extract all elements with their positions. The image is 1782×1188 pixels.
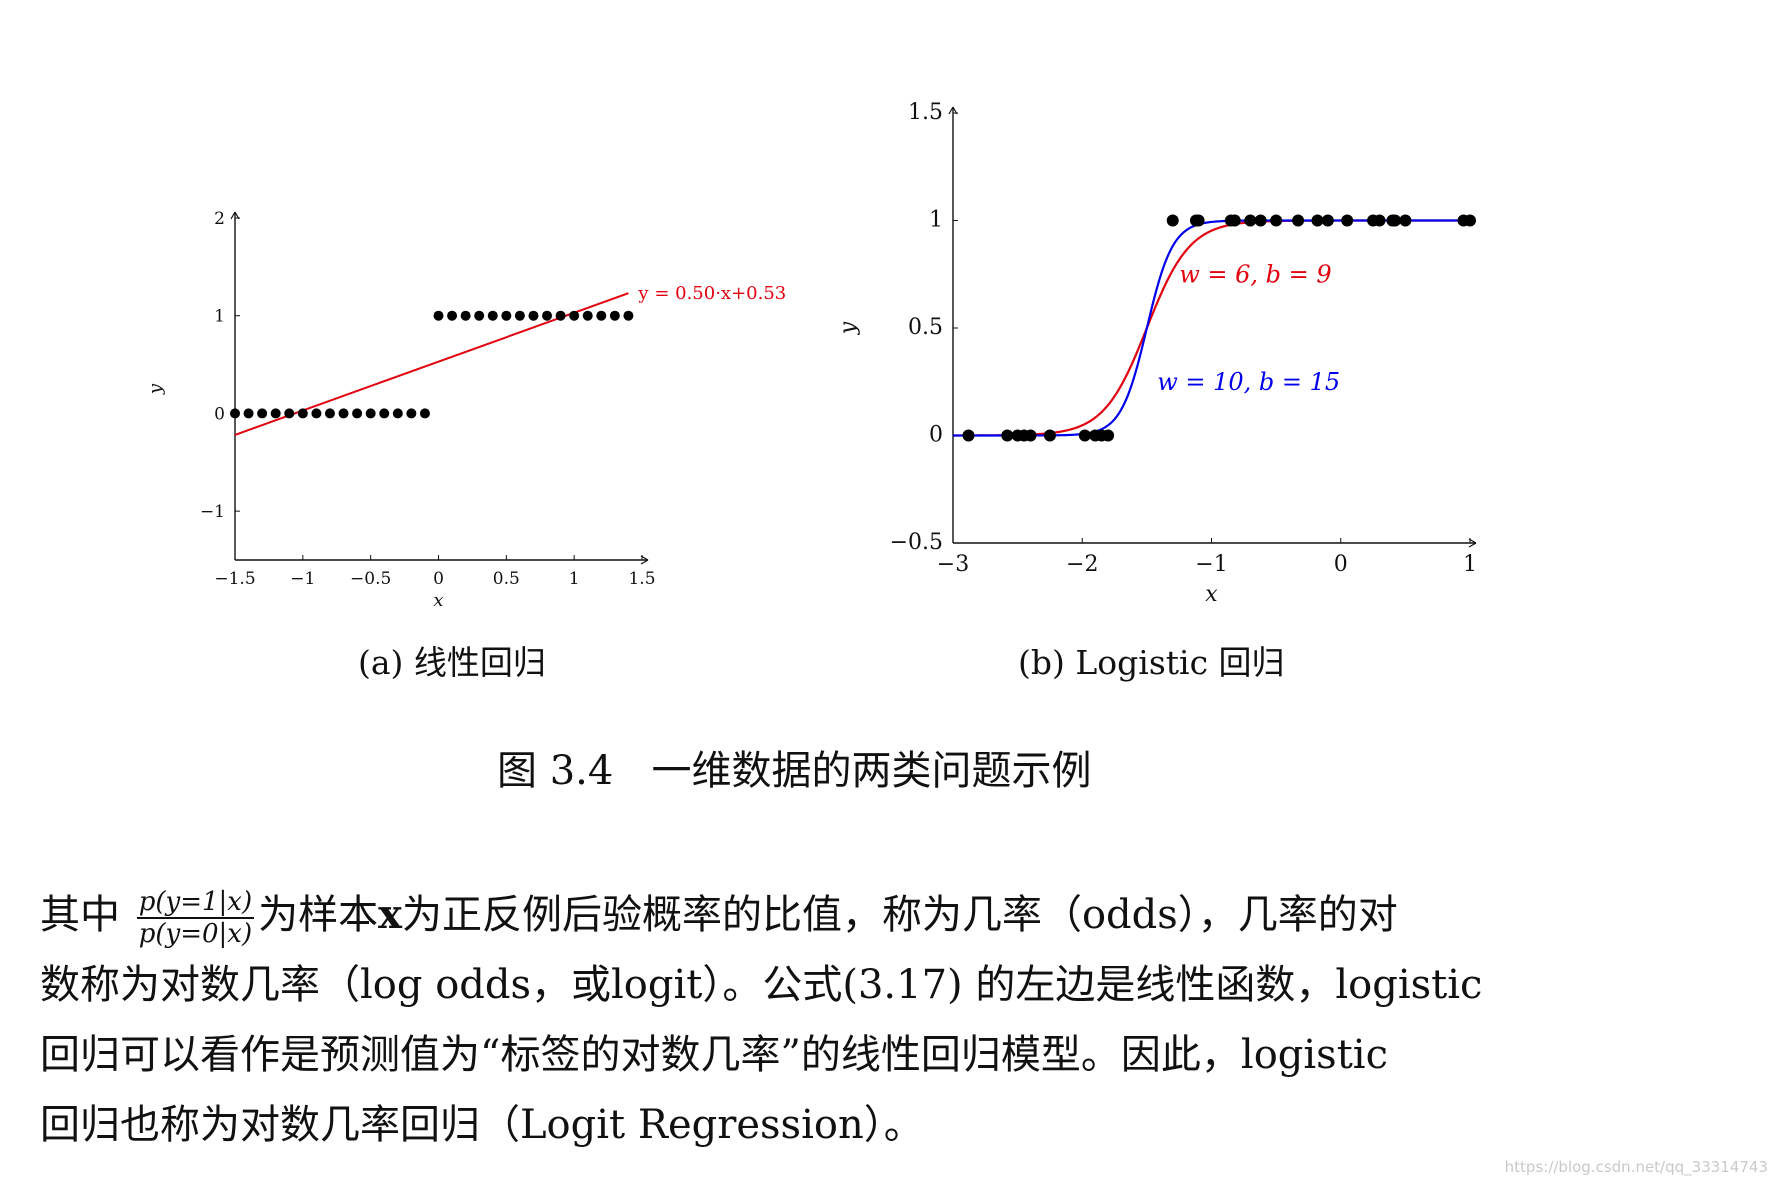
- data-point-class-1: [596, 310, 607, 321]
- fraction-denominator: p(y=0|x): [138, 919, 253, 949]
- data-point-class-1: [1341, 214, 1354, 227]
- data-point-class-0: [1102, 429, 1115, 442]
- data-point-class-0: [1024, 429, 1037, 442]
- paragraph-line-4: 回归也称为对数几率回归（Logit Regression）。: [40, 1102, 924, 1148]
- data-point-class-1: [1311, 214, 1324, 227]
- data-point-class-0: [270, 408, 281, 419]
- sigmoid-curve-label: w = 6, b = 9: [1179, 260, 1331, 288]
- data-point-class-1: [447, 310, 458, 321]
- data-point-class-1: [1399, 214, 1412, 227]
- paragraph-text: 为正反例后验概率的比值，称为几率（odds），几率的对: [401, 892, 1398, 938]
- sigmoid-curve-label: w = 10, b = 15: [1157, 368, 1340, 396]
- data-point-class-1: [474, 310, 485, 321]
- data-point-class-0: [962, 429, 975, 442]
- x-tick-label: 1.5: [628, 569, 655, 589]
- x-tick-label: 0.5: [493, 569, 520, 589]
- y-tick-label: 2: [214, 209, 225, 229]
- x-axis-label: x: [433, 590, 443, 611]
- x-tick-label: −0.5: [350, 569, 391, 589]
- x-tick-label: −2: [1066, 552, 1098, 577]
- y-tick-label: 1.5: [908, 100, 943, 125]
- x-tick-label: −1: [1195, 552, 1227, 577]
- data-point-class-1: [1166, 214, 1179, 227]
- data-point-class-0: [365, 408, 376, 419]
- data-point-class-0: [338, 408, 349, 419]
- y-tick-label: 1: [214, 307, 225, 327]
- x-tick-label: 1: [569, 569, 580, 589]
- data-point-class-0: [419, 408, 430, 419]
- data-point-class-1: [501, 310, 512, 321]
- sigmoid-curve: [953, 219, 1470, 437]
- data-point-class-1: [514, 310, 525, 321]
- paragraph-text: 为样本: [258, 892, 379, 938]
- data-point-class-0: [230, 408, 240, 419]
- x-tick-label: 0: [433, 569, 444, 589]
- data-point-class-0: [392, 408, 403, 419]
- data-point-class-0: [297, 408, 308, 419]
- data-point-class-1: [1373, 214, 1386, 227]
- regression-line-label: y = 0.50·x+0.53: [637, 283, 786, 304]
- data-point-class-1: [542, 310, 553, 321]
- y-axis-label: y: [836, 321, 861, 335]
- sigmoid-curve: [953, 219, 1470, 437]
- data-point-class-0: [1001, 429, 1014, 442]
- watermark: https://blog.csdn.net/qq_33314743: [1504, 1158, 1768, 1176]
- y-tick-label: 0: [214, 404, 225, 424]
- data-point-class-1: [582, 310, 593, 321]
- y-tick-label: 0: [929, 423, 943, 448]
- data-point-class-1: [555, 310, 566, 321]
- data-point-class-1: [1254, 214, 1267, 227]
- x-tick-label: 1: [1463, 552, 1477, 577]
- y-tick-label: −1: [200, 502, 225, 522]
- data-point-class-1: [569, 310, 580, 321]
- data-point-class-1: [487, 310, 498, 321]
- paragraph: 其中 p(y=1|x) p(y=0|x) 为样本x为正反例后验概率的比值，称为几…: [40, 880, 1600, 1160]
- fraction-numerator: p(y=1|x): [136, 887, 255, 919]
- data-point-class-0: [311, 408, 322, 419]
- data-point-class-0: [1078, 429, 1091, 442]
- y-tick-label: 0.5: [908, 315, 943, 340]
- y-tick-label: 1: [929, 208, 943, 233]
- x-tick-label: 0: [1334, 552, 1348, 577]
- data-point-class-1: [609, 310, 620, 321]
- data-point-class-0: [284, 408, 295, 419]
- data-point-class-1: [1244, 214, 1257, 227]
- subfigure-caption-a: (a) 线性回归: [358, 643, 546, 682]
- subfigure-caption-b: (b) Logistic 回归: [1018, 643, 1285, 682]
- x-tick-label: −1.5: [214, 569, 255, 589]
- x-axis-label: x: [1205, 582, 1218, 607]
- paragraph-line-3: 回归可以看作是预测值为“标签的对数几率”的线性回归模型。因此，logistic: [40, 1032, 1388, 1078]
- data-point-class-0: [1043, 429, 1056, 442]
- sample-x-symbol: x: [378, 891, 402, 938]
- data-point-class-1: [1192, 214, 1205, 227]
- y-axis-label: y: [145, 383, 166, 395]
- paragraph-line-2: 数称为对数几率（log odds，或logit）。公式(3.17) 的左边是线性…: [40, 962, 1483, 1008]
- data-point-class-0: [324, 408, 335, 419]
- data-point-class-1: [528, 310, 539, 321]
- data-point-class-1: [623, 310, 634, 321]
- data-point-class-0: [352, 408, 363, 419]
- x-tick-label: −1: [290, 569, 315, 589]
- data-point-class-1: [1321, 214, 1334, 227]
- data-point-class-0: [257, 408, 268, 419]
- data-point-class-0: [379, 408, 390, 419]
- data-point-class-1: [1270, 214, 1283, 227]
- paragraph-line-1: 其中 p(y=1|x) p(y=0|x) 为样本x为正反例后验概率的比值，称为几…: [40, 880, 1600, 950]
- data-point-class-1: [1228, 214, 1241, 227]
- data-point-class-1: [433, 310, 444, 321]
- data-point-class-1: [1389, 214, 1402, 227]
- y-tick-label: −0.5: [890, 530, 943, 555]
- x-tick-label: −3: [937, 552, 969, 577]
- paragraph-text: 其中: [40, 892, 120, 938]
- data-point-class-1: [1464, 214, 1476, 227]
- data-point-class-0: [406, 408, 417, 419]
- data-point-class-1: [1292, 214, 1305, 227]
- data-point-class-0: [243, 408, 254, 419]
- data-point-class-1: [460, 310, 471, 321]
- odds-fraction: p(y=1|x) p(y=0|x): [136, 887, 255, 949]
- figure-caption: 图 3.4 一维数据的两类问题示例: [497, 748, 1092, 794]
